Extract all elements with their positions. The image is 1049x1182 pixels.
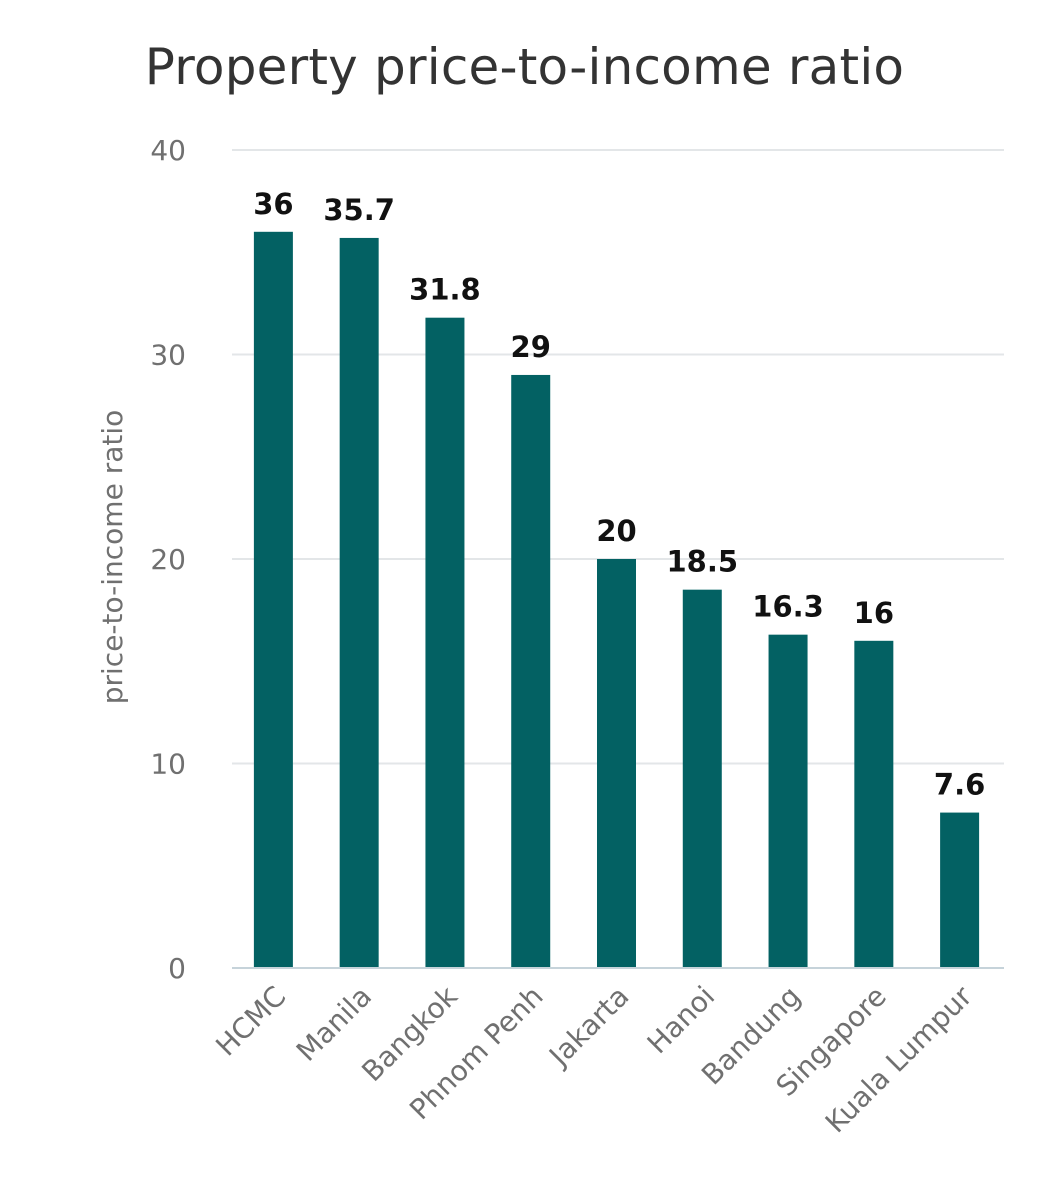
category-label: Jakarta: [541, 980, 635, 1074]
chart-title: Property price-to-income ratio: [144, 38, 905, 96]
value-label: 35.7: [323, 193, 395, 227]
value-label: 16.3: [752, 590, 824, 624]
bar-jakarta: [597, 559, 636, 968]
value-label: 29: [511, 330, 551, 364]
bar-hcmc: [253, 231, 293, 969]
value-label: 7.6: [934, 768, 985, 802]
bar-singapore: [854, 640, 894, 968]
category-label: HCMC: [209, 980, 292, 1063]
value-labels: 36 35.7 31.8 29 20 18.5 16.3 16 7.6: [253, 187, 985, 802]
y-tick-label: 30: [150, 339, 186, 372]
category-label: Kuala Lumpur: [819, 979, 979, 1139]
bars: [253, 231, 980, 969]
category-label: Hanoi: [641, 980, 722, 1061]
y-tick-label: 10: [150, 748, 186, 781]
bar-bandung: [768, 634, 808, 968]
bar-kuala-lumpur: [940, 812, 980, 968]
value-label: 16: [854, 596, 894, 630]
y-axis-ticks: 0 10 20 30 40: [150, 134, 186, 985]
value-label: 20: [596, 514, 636, 548]
y-axis-title: price-to-income ratio: [96, 410, 129, 705]
value-label: 31.8: [409, 273, 481, 307]
bar-manila: [339, 237, 379, 968]
value-label: 18.5: [666, 545, 738, 579]
value-label: 36: [253, 187, 293, 221]
bar-bangkok: [425, 317, 465, 968]
bar-phnom-penh: [511, 374, 551, 968]
y-tick-label: 0: [168, 952, 186, 985]
bar-hanoi: [682, 589, 722, 968]
y-tick-label: 40: [150, 134, 186, 167]
y-tick-label: 20: [150, 543, 186, 576]
